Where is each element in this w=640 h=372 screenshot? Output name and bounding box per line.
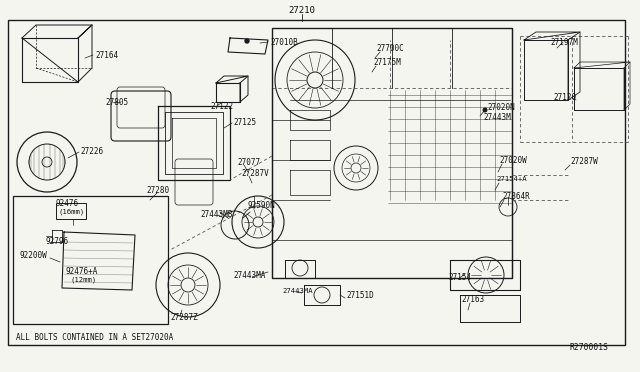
Text: 27151D: 27151D xyxy=(346,292,374,301)
Text: 92796: 92796 xyxy=(45,237,68,246)
Text: 27010B: 27010B xyxy=(270,38,298,46)
Text: 27163: 27163 xyxy=(461,295,484,305)
Text: 27287Z: 27287Z xyxy=(170,314,198,323)
Circle shape xyxy=(483,108,487,112)
Text: 27154: 27154 xyxy=(448,273,471,282)
Bar xyxy=(13,196,168,324)
Text: 27287W: 27287W xyxy=(570,157,598,166)
Circle shape xyxy=(245,39,249,43)
Text: 27443MB: 27443MB xyxy=(200,209,232,218)
Text: 27864R: 27864R xyxy=(502,192,530,201)
Text: 27280: 27280 xyxy=(146,186,169,195)
Text: R270001S: R270001S xyxy=(569,343,608,352)
Text: 27175M: 27175M xyxy=(373,58,401,67)
Text: 27443MA: 27443MA xyxy=(282,288,312,294)
Text: 27154+A: 27154+A xyxy=(496,176,527,182)
Text: 27164: 27164 xyxy=(95,51,118,60)
Text: 92476: 92476 xyxy=(56,199,79,208)
Text: 27020W: 27020W xyxy=(499,155,527,164)
Text: (12mm): (12mm) xyxy=(70,277,96,283)
Text: 27020N: 27020N xyxy=(487,103,515,112)
Text: 27122: 27122 xyxy=(210,102,233,110)
Text: 27805: 27805 xyxy=(105,97,128,106)
Text: 27197M: 27197M xyxy=(550,38,578,46)
Text: 92200W: 92200W xyxy=(20,250,48,260)
Bar xyxy=(8,20,625,345)
Text: 27077: 27077 xyxy=(237,157,260,167)
Text: 27120: 27120 xyxy=(553,93,576,102)
Bar xyxy=(56,203,86,219)
Text: 27287V: 27287V xyxy=(241,169,269,177)
Text: ALL BOLTS CONTAINED IN A SET27020A: ALL BOLTS CONTAINED IN A SET27020A xyxy=(16,334,173,343)
Text: 27226: 27226 xyxy=(80,147,103,155)
Text: 27443MA: 27443MA xyxy=(233,272,266,280)
Text: 92476+A: 92476+A xyxy=(66,266,99,276)
Bar xyxy=(272,28,512,278)
Text: 27443M: 27443M xyxy=(483,112,511,122)
Text: 27125: 27125 xyxy=(233,118,256,126)
Text: (16mm): (16mm) xyxy=(58,209,84,215)
Text: 92590N: 92590N xyxy=(248,201,276,209)
Text: 27210: 27210 xyxy=(289,6,316,15)
Text: 27700C: 27700C xyxy=(376,44,404,52)
